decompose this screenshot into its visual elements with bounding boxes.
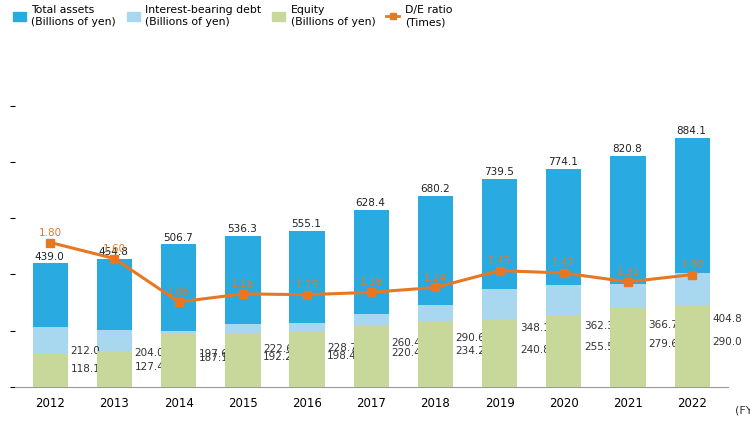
Bar xyxy=(97,329,132,387)
Bar xyxy=(610,284,646,387)
Bar xyxy=(674,273,710,387)
Bar xyxy=(290,331,325,387)
Text: 198.4: 198.4 xyxy=(327,351,357,361)
Text: 1.80: 1.80 xyxy=(39,228,62,238)
Text: 362.3: 362.3 xyxy=(584,321,614,331)
Text: 820.8: 820.8 xyxy=(613,144,642,154)
Bar xyxy=(97,351,132,387)
Text: 366.7: 366.7 xyxy=(648,320,678,330)
Bar xyxy=(546,285,581,387)
Text: 220.4: 220.4 xyxy=(392,348,422,358)
Bar xyxy=(418,321,453,387)
Text: 1.16: 1.16 xyxy=(231,279,254,289)
Text: 628.4: 628.4 xyxy=(356,199,386,209)
Bar xyxy=(353,314,389,387)
Text: 1.42: 1.42 xyxy=(552,258,575,268)
Text: 884.1: 884.1 xyxy=(676,126,706,136)
Bar xyxy=(610,156,646,387)
Bar xyxy=(610,308,646,387)
Bar xyxy=(418,305,453,387)
Text: 1.15: 1.15 xyxy=(296,280,319,290)
Bar xyxy=(674,305,710,387)
Text: 290.0: 290.0 xyxy=(712,337,742,347)
Bar xyxy=(290,231,325,387)
Text: 439.0: 439.0 xyxy=(34,252,64,262)
Bar xyxy=(546,169,581,387)
Bar xyxy=(353,325,389,387)
Text: 234.2: 234.2 xyxy=(456,346,485,356)
Text: 197.6: 197.6 xyxy=(199,349,229,359)
Text: 536.3: 536.3 xyxy=(227,224,257,234)
Text: 1.60: 1.60 xyxy=(103,244,126,254)
Text: 260.4: 260.4 xyxy=(392,338,422,348)
Bar xyxy=(33,327,68,387)
Text: 1.45: 1.45 xyxy=(488,256,512,266)
Text: 555.1: 555.1 xyxy=(292,219,321,229)
Text: 222.6: 222.6 xyxy=(263,344,293,354)
Text: 774.1: 774.1 xyxy=(548,157,578,167)
Text: (FY): (FY) xyxy=(734,405,750,415)
Text: 255.5: 255.5 xyxy=(584,342,614,353)
Text: 192.2: 192.2 xyxy=(263,352,293,362)
Bar xyxy=(674,138,710,387)
Text: 1.18: 1.18 xyxy=(359,277,382,288)
Text: 187.1: 187.1 xyxy=(199,353,229,363)
Text: 680.2: 680.2 xyxy=(420,184,450,194)
Bar xyxy=(33,354,68,387)
Text: 1.24: 1.24 xyxy=(424,273,447,283)
Bar xyxy=(161,332,196,387)
Text: 127.4: 127.4 xyxy=(135,362,164,372)
Bar xyxy=(225,333,260,387)
Bar xyxy=(161,335,196,387)
Text: 118.1: 118.1 xyxy=(70,364,100,374)
Text: 212.0: 212.0 xyxy=(70,346,100,356)
Bar xyxy=(225,236,260,387)
Legend: Total assets
(Billions of yen), Interest-bearing debt
(Billions of yen), Equity
: Total assets (Billions of yen), Interest… xyxy=(13,6,452,27)
Bar xyxy=(33,264,68,387)
Bar xyxy=(546,315,581,387)
Bar xyxy=(482,289,518,387)
Text: 1.31: 1.31 xyxy=(616,267,640,277)
Text: 204.0: 204.0 xyxy=(135,347,164,358)
Bar xyxy=(97,259,132,387)
Bar xyxy=(418,196,453,387)
Text: 279.6: 279.6 xyxy=(648,339,678,349)
Bar xyxy=(161,244,196,387)
Text: 348.1: 348.1 xyxy=(520,323,550,333)
Bar xyxy=(482,179,518,387)
Bar xyxy=(353,210,389,387)
Bar xyxy=(482,319,518,387)
Text: 404.8: 404.8 xyxy=(712,313,742,324)
Text: 1.06: 1.06 xyxy=(167,287,190,297)
Text: 290.6: 290.6 xyxy=(456,333,485,343)
Text: 228.7: 228.7 xyxy=(327,344,357,353)
Text: 506.7: 506.7 xyxy=(164,233,193,243)
Bar xyxy=(225,324,260,387)
Text: 739.5: 739.5 xyxy=(484,167,514,177)
Text: 240.8: 240.8 xyxy=(520,345,550,355)
Bar xyxy=(290,322,325,387)
Text: 1.40: 1.40 xyxy=(681,260,703,270)
Text: 454.8: 454.8 xyxy=(99,247,129,257)
